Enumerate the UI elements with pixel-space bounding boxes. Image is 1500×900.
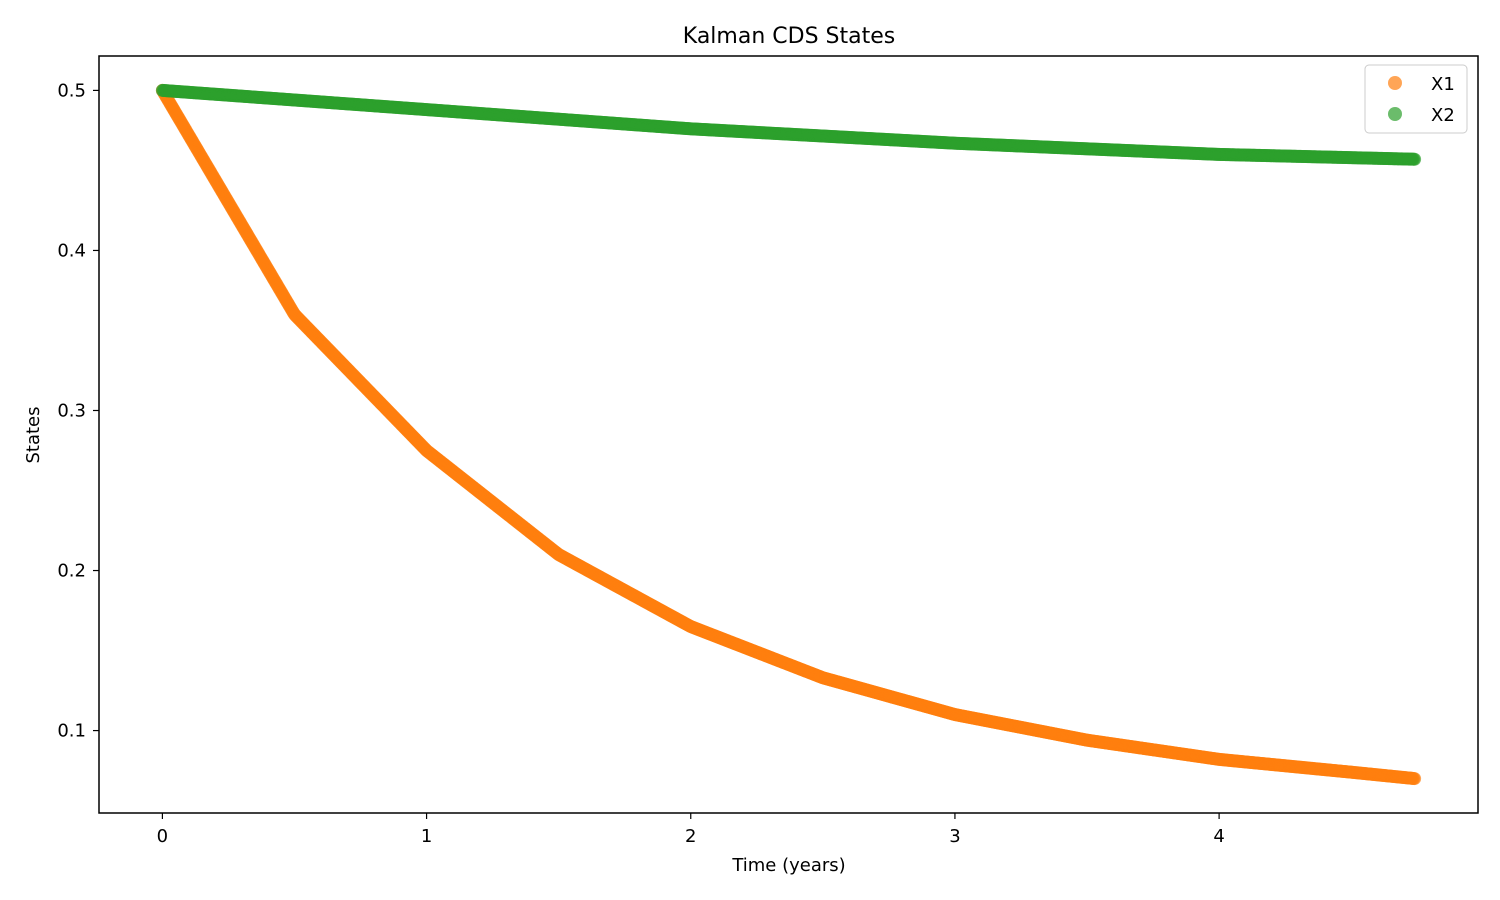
y-tick-label: 0.3 — [57, 400, 86, 421]
y-tick-label: 0.5 — [57, 80, 86, 101]
x-tick-label: 2 — [685, 826, 696, 847]
x-tick-label: 4 — [1213, 826, 1224, 847]
x-tick-label: 0 — [157, 826, 168, 847]
legend: X1 X2 — [1364, 64, 1468, 134]
x-axis-label: Time (years) — [731, 855, 845, 876]
y-tick-label: 0.2 — [57, 561, 86, 582]
axes-frame — [98, 55, 1479, 814]
legend-marker-x1 — [1388, 76, 1402, 90]
x-tick-label: 1 — [421, 826, 432, 847]
y-axis-label: States — [23, 406, 44, 463]
series-x1 — [155, 83, 1422, 786]
series-x2 — [155, 83, 1422, 166]
plot-data — [155, 83, 1422, 786]
y-axis: 0.1 0.2 0.3 0.4 0.5 — [57, 80, 99, 742]
y-tick-label: 0.4 — [57, 240, 86, 261]
chart-title: Kalman CDS States — [683, 24, 895, 49]
legend-label-x1: X1 — [1431, 74, 1455, 95]
y-tick-label: 0.1 — [57, 721, 86, 742]
data-point-x1 — [1408, 772, 1422, 786]
x-axis: 0 1 2 3 4 — [157, 813, 1225, 847]
x-tick-label: 3 — [949, 826, 960, 847]
data-point-x2 — [1408, 152, 1422, 166]
legend-label-x2: X2 — [1431, 105, 1455, 126]
legend-marker-x2 — [1388, 107, 1402, 121]
